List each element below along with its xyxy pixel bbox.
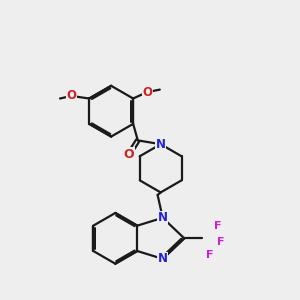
Text: F: F <box>206 250 214 260</box>
Text: F: F <box>214 221 221 231</box>
Text: N: N <box>158 211 168 224</box>
Text: N: N <box>156 138 166 151</box>
Text: O: O <box>66 89 76 103</box>
Text: F: F <box>217 237 224 248</box>
Text: O: O <box>142 86 152 99</box>
Text: N: N <box>158 252 168 266</box>
Text: O: O <box>124 148 134 161</box>
